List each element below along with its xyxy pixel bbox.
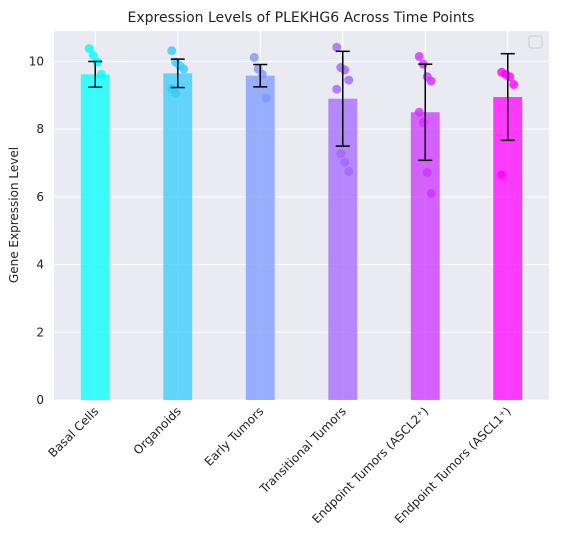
data-point [261, 93, 271, 103]
x-tick-label: Basal Cells [45, 404, 101, 460]
y-tick-label: 8 [36, 122, 44, 136]
data-point [497, 170, 507, 180]
data-point [179, 64, 189, 74]
data-point [426, 76, 436, 86]
data-point [414, 51, 424, 61]
data-point [88, 50, 98, 60]
data-point [426, 188, 436, 198]
y-tick-label: 10 [29, 54, 44, 68]
x-tick-label: Transitional Tumors [256, 404, 349, 497]
data-point [84, 44, 94, 54]
data-point [509, 79, 519, 89]
x-tick-label: Organoids [131, 404, 184, 457]
data-point [422, 168, 432, 178]
bar-4 [328, 98, 358, 400]
chart-title: Expression Levels of PLEKHG6 Across Time… [128, 10, 475, 26]
data-point [344, 166, 354, 176]
bar-2 [163, 73, 193, 400]
data-point [414, 107, 424, 117]
data-point [505, 72, 515, 82]
x-tick-label: Early Tumors [202, 404, 267, 469]
bar-3 [245, 75, 275, 400]
bar-1 [80, 74, 110, 401]
error-bars-group [88, 50, 515, 162]
y-tick-label: 2 [36, 325, 44, 339]
y-axis-label: Gene Expression Level [7, 147, 21, 283]
data-point [340, 65, 350, 75]
y-tick-labels: 0 2 4 6 8 10 [29, 54, 44, 407]
data-point [344, 75, 354, 85]
data-point [167, 46, 177, 56]
data-point [249, 52, 259, 62]
data-point [257, 69, 267, 79]
legend-box [528, 35, 543, 49]
plot-area [54, 31, 549, 400]
data-point [96, 69, 106, 79]
data-point [332, 42, 342, 52]
x-tick-labels: Basal Cells Organoids Early TumorsTransiti… [45, 404, 513, 526]
data-point [171, 89, 181, 99]
y-tick-label: 6 [36, 190, 44, 204]
y-tick-label: 4 [36, 258, 44, 272]
data-point [418, 117, 428, 127]
bars-group [80, 73, 523, 401]
data-point [332, 84, 342, 94]
bar-6 [493, 97, 523, 400]
data-point [336, 149, 346, 159]
data-point [340, 157, 350, 167]
y-tick-label: 0 [36, 393, 44, 407]
